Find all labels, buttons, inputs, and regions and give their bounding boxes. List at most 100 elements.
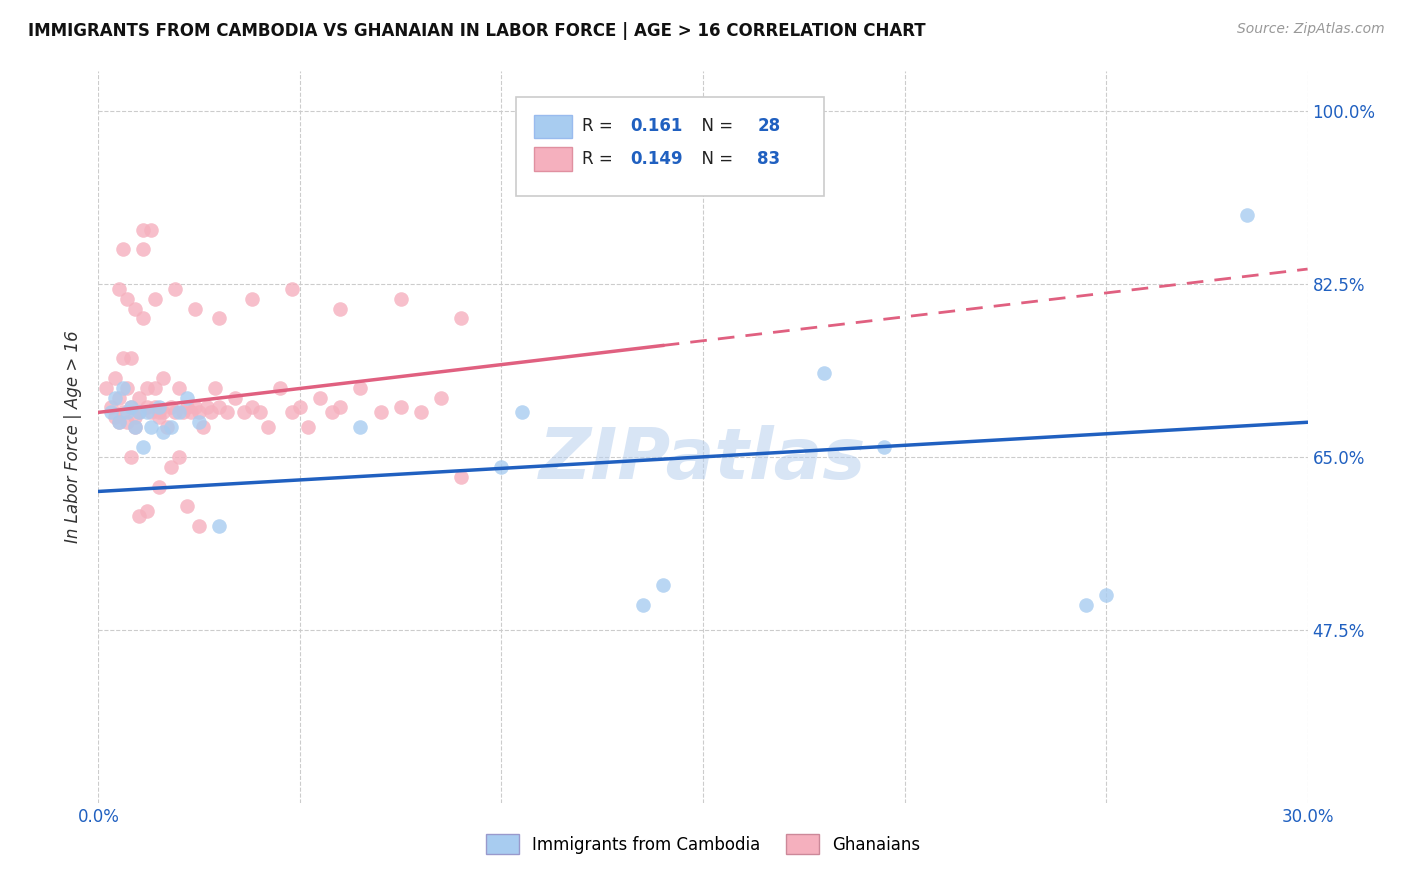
Point: [188, 415, 211, 429]
Point: [128, 391, 150, 405]
Text: 83: 83: [758, 150, 780, 168]
Point: [107, 415, 129, 429]
Point: [148, 479, 170, 493]
Point: [1236, 208, 1258, 222]
Point: [128, 405, 150, 419]
Point: [176, 391, 198, 405]
Point: [256, 420, 278, 434]
Text: 0.161: 0.161: [630, 117, 683, 136]
Point: [208, 311, 231, 326]
Point: [389, 292, 412, 306]
Point: [152, 405, 174, 419]
Point: [135, 401, 157, 415]
Point: [510, 405, 533, 419]
Point: [200, 405, 222, 419]
Point: [873, 440, 896, 454]
Point: [139, 420, 162, 434]
Point: [281, 405, 304, 419]
Point: [281, 282, 304, 296]
Point: [176, 500, 198, 514]
Point: [120, 450, 142, 464]
FancyBboxPatch shape: [534, 114, 572, 138]
Point: [111, 351, 134, 365]
Point: [115, 415, 138, 429]
Text: 28: 28: [758, 117, 780, 136]
Point: [160, 420, 183, 434]
Text: R =: R =: [582, 117, 619, 136]
Point: [409, 405, 432, 419]
Point: [240, 401, 263, 415]
Point: [143, 381, 166, 395]
Point: [139, 405, 162, 419]
Point: [148, 405, 170, 419]
Point: [309, 391, 332, 405]
Point: [208, 401, 231, 415]
Point: [450, 469, 472, 483]
FancyBboxPatch shape: [534, 147, 572, 171]
Text: 0.149: 0.149: [630, 150, 683, 168]
Point: [143, 401, 166, 415]
Point: [148, 410, 170, 425]
Point: [1074, 598, 1097, 612]
Point: [389, 401, 412, 415]
Point: [160, 401, 183, 415]
Point: [132, 311, 155, 326]
Point: [224, 391, 246, 405]
Point: [124, 410, 146, 425]
Point: [111, 242, 134, 256]
Point: [188, 519, 211, 533]
Point: [180, 405, 202, 419]
Point: [172, 405, 194, 419]
Point: [148, 401, 170, 415]
Point: [135, 504, 157, 518]
Point: [115, 405, 138, 419]
Point: [132, 242, 155, 256]
Point: [208, 519, 231, 533]
Point: [1095, 588, 1118, 602]
Point: [120, 351, 142, 365]
Point: [204, 381, 226, 395]
Text: R =: R =: [582, 150, 619, 168]
Point: [128, 405, 150, 419]
Point: [193, 420, 215, 434]
Point: [288, 401, 311, 415]
Point: [100, 401, 122, 415]
Point: [107, 415, 129, 429]
Point: [111, 381, 134, 395]
Point: [329, 301, 352, 316]
Point: [132, 440, 155, 454]
Point: [103, 410, 125, 425]
Point: [103, 391, 125, 405]
Point: [430, 391, 453, 405]
Point: [167, 450, 190, 464]
Point: [111, 405, 134, 419]
Point: [120, 401, 142, 415]
Point: [124, 420, 146, 434]
Text: N =: N =: [690, 117, 738, 136]
Point: [631, 598, 654, 612]
Point: [232, 405, 254, 419]
Point: [152, 371, 174, 385]
Point: [107, 282, 129, 296]
Point: [156, 420, 179, 434]
Point: [450, 311, 472, 326]
Point: [249, 405, 271, 419]
FancyBboxPatch shape: [516, 97, 824, 195]
Point: [269, 381, 291, 395]
Point: [321, 405, 343, 419]
Point: [124, 420, 146, 434]
Legend: Immigrants from Cambodia, Ghanaians: Immigrants from Cambodia, Ghanaians: [479, 828, 927, 860]
Point: [370, 405, 392, 419]
Text: Source: ZipAtlas.com: Source: ZipAtlas.com: [1237, 22, 1385, 37]
Text: N =: N =: [690, 150, 738, 168]
Point: [240, 292, 263, 306]
Point: [184, 401, 207, 415]
Point: [135, 381, 157, 395]
Point: [120, 401, 142, 415]
Point: [115, 292, 138, 306]
Point: [139, 222, 162, 236]
Point: [107, 391, 129, 405]
Point: [297, 420, 319, 434]
Point: [195, 401, 218, 415]
Point: [813, 366, 835, 380]
